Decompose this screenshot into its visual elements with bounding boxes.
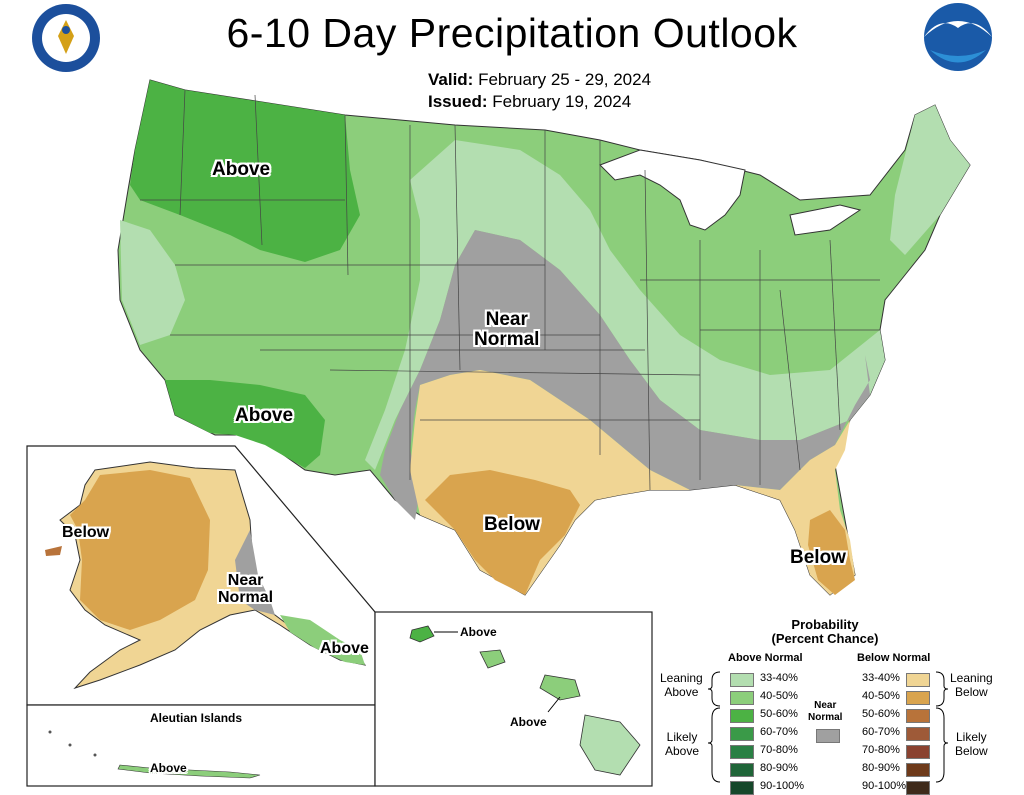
label-near-normal: Near Normal	[474, 310, 539, 350]
below-swatch-5	[906, 763, 930, 777]
below-swatch-2	[906, 709, 930, 723]
conus-below-tx	[425, 470, 580, 595]
below-range-label-5: 80-90%	[862, 762, 900, 774]
below-swatch-0	[906, 673, 930, 687]
leaning-above-2: Above	[664, 684, 699, 699]
state-lines	[140, 89, 880, 491]
conus-below-fl	[808, 510, 855, 595]
near-normal-line-1: Near	[485, 309, 528, 330]
above-range-label-0: 33-40%	[760, 672, 798, 684]
legend-title-2: (Percent Chance)	[771, 631, 879, 647]
below-range-label-1: 40-50%	[862, 690, 900, 702]
below-range-label-2: 50-60%	[862, 708, 900, 720]
label-ak-above: Above	[320, 640, 369, 657]
noaa-logo	[924, 3, 992, 71]
ak-near-line-1: Near	[227, 572, 264, 589]
commerce-seal-logo	[32, 4, 100, 72]
label-ak-below: Below	[62, 524, 110, 541]
valid-line: Valid: February 25 - 29, 2024	[428, 70, 651, 90]
ak-near-line-2: Normal	[218, 588, 274, 606]
leaning-above-1: Leaning	[660, 671, 703, 685]
aleutian-title: Aleutian Islands	[150, 711, 243, 725]
likely-above-1: Likely	[666, 730, 698, 744]
conus-light-plains	[365, 140, 885, 470]
label-sw-above: Above	[235, 405, 294, 426]
alaska-island	[45, 546, 62, 556]
legend-near-1: Near	[814, 700, 837, 711]
label-hi-above-1: Above	[460, 625, 497, 639]
legend-title-1: Probability	[791, 617, 859, 632]
leaning-below-2: Below	[955, 684, 988, 699]
below-range-label-0: 33-40%	[862, 672, 900, 684]
legend-near-2: Normal	[808, 711, 843, 723]
above-range-label-1: 40-50%	[760, 690, 798, 702]
conus-light-ca	[120, 220, 185, 345]
legend-near-swatch	[816, 729, 840, 743]
aleutian-inset	[26, 704, 376, 787]
above-swatch-6	[730, 781, 754, 795]
label-hi-above-2: Above	[510, 715, 547, 729]
page-title: 6-10 Day Precipitation Outlook	[226, 10, 798, 56]
likely-above-2: Above	[665, 743, 700, 758]
above-range-label-3: 60-70%	[760, 726, 798, 738]
below-swatch-4	[906, 745, 930, 759]
legend-title: Probability (Percent Chance)	[760, 617, 890, 647]
issued-line: Issued: February 19, 2024	[428, 92, 631, 112]
maui-group	[539, 674, 581, 701]
below-swatch-1	[906, 691, 930, 705]
above-range-label-6: 90-100%	[760, 780, 805, 792]
leaning-below-1: Leaning	[950, 671, 993, 685]
below-range-label-6: 90-100%	[862, 780, 907, 792]
conus-map	[117, 79, 971, 596]
label-nw-above: Above	[212, 159, 271, 180]
conus-above-nw	[130, 80, 360, 262]
legend-leaning-below: Leaning Below	[950, 671, 993, 700]
below-range-label-4: 70-80%	[862, 744, 900, 756]
conus-light-ne	[890, 105, 970, 255]
below-swatch-3	[906, 727, 930, 741]
lake-erie	[789, 204, 862, 236]
above-swatch-4	[730, 745, 754, 759]
below-swatch-6	[906, 781, 930, 795]
conus-near-normal	[380, 230, 870, 520]
above-swatch-3	[730, 727, 754, 741]
alaska-inset	[26, 445, 376, 706]
above-swatch-2	[730, 709, 754, 723]
kauai	[409, 625, 435, 643]
valid-value: February 25 - 29, 2024	[478, 70, 652, 89]
issued-value: February 19, 2024	[492, 92, 632, 111]
likely-below-1: Likely	[956, 730, 987, 744]
above-swatch-0	[730, 673, 754, 687]
issued-label: Issued:	[428, 92, 488, 111]
label-aleutian-above: Above	[150, 761, 187, 775]
legend-likely-above: Likely Above	[665, 730, 700, 759]
label-tx-below: Below	[484, 514, 540, 535]
legend-likely-below: Likely Below	[955, 730, 988, 759]
valid-label: Valid:	[428, 70, 474, 89]
legend-above-header: Above Normal	[728, 652, 803, 664]
likely-below-2: Below	[955, 743, 988, 758]
label-fl-below: Below	[790, 547, 846, 568]
above-swatch-1	[730, 691, 754, 705]
above-range-label-2: 50-60%	[760, 708, 798, 720]
legend-leaning-above: Leaning Above	[660, 671, 703, 700]
alaska-near	[235, 530, 275, 615]
near-normal-line-2: Normal	[474, 328, 540, 350]
above-range-label-4: 70-80%	[760, 744, 798, 756]
alaska-below	[70, 470, 210, 630]
conus-above-sw	[165, 380, 325, 468]
big-island	[579, 714, 641, 776]
legend-near-normal: Near Normal	[808, 700, 842, 723]
alaska-above	[280, 615, 365, 665]
great-lakes	[599, 149, 746, 231]
legend-below-header: Below Normal	[857, 652, 931, 664]
oahu	[479, 649, 506, 669]
label-ak-near: Near Normal	[218, 572, 274, 607]
above-swatch-5	[730, 763, 754, 777]
below-range-label-3: 60-70%	[862, 726, 900, 738]
hawaii-inset	[374, 611, 653, 787]
above-range-label-5: 80-90%	[760, 762, 798, 774]
